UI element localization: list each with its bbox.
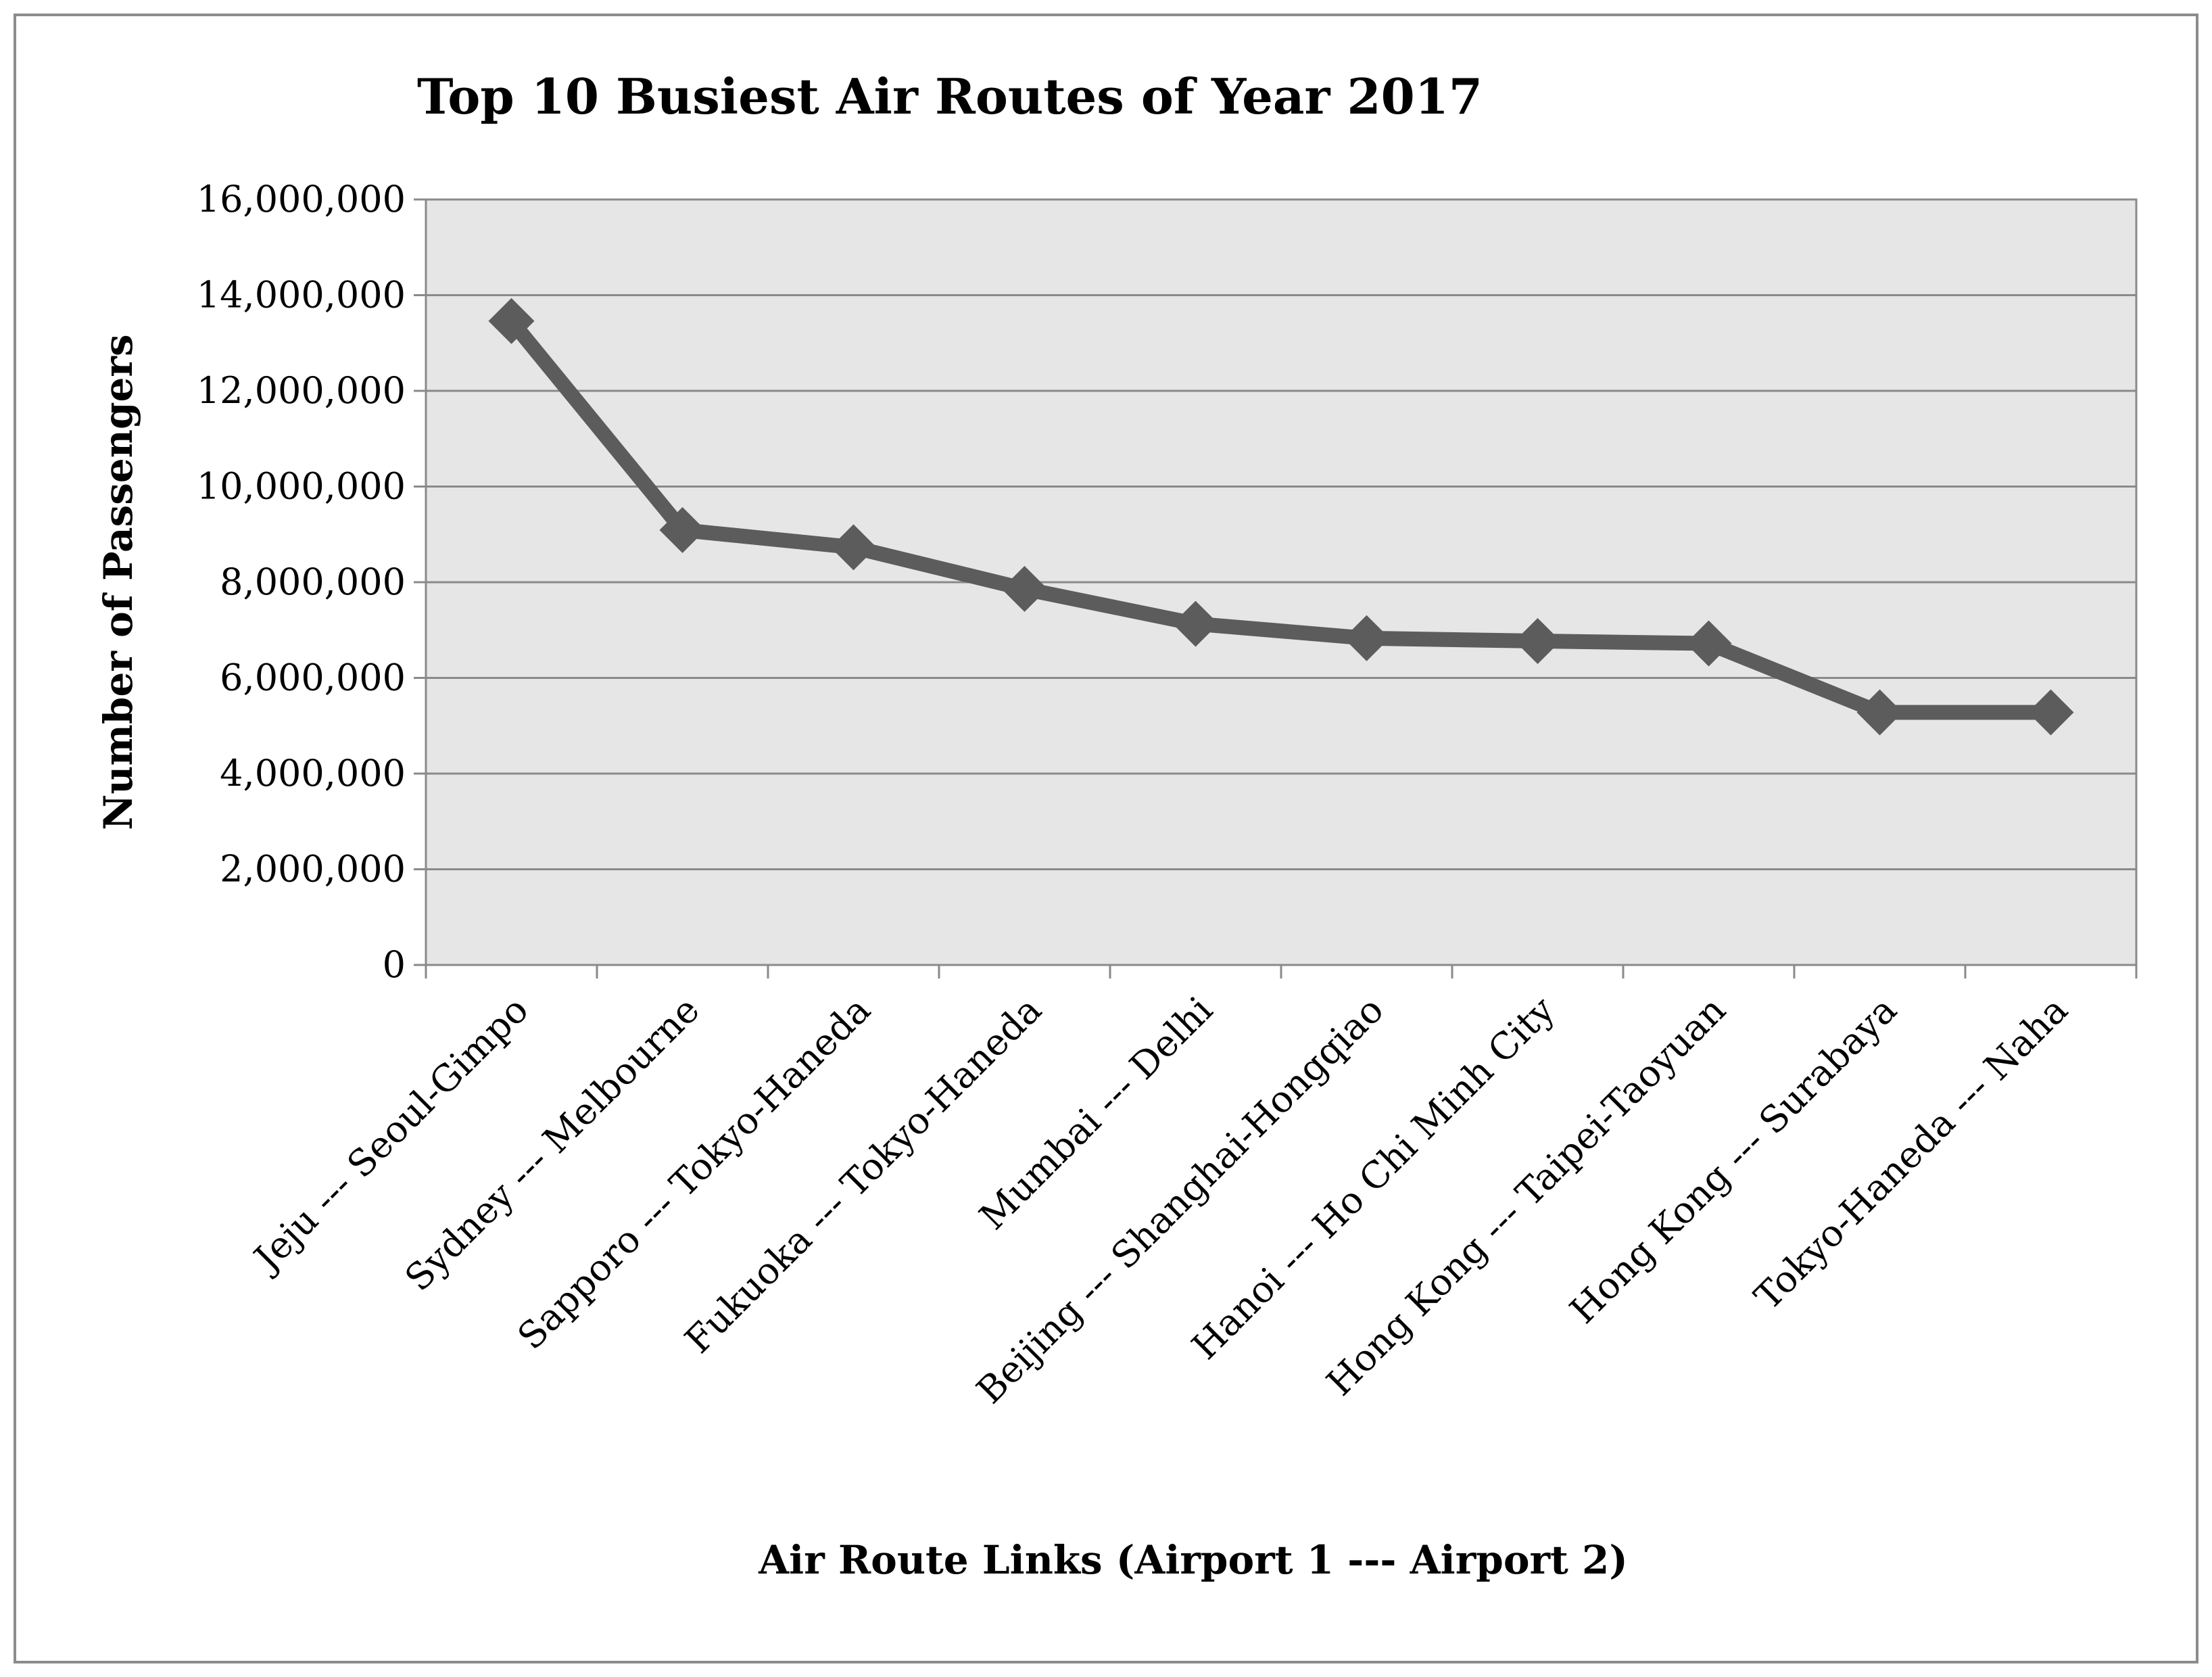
data-point-marker <box>2027 689 2074 736</box>
y-tick-label: 2,000,000 <box>220 848 406 891</box>
data-point-marker <box>1172 600 1219 647</box>
data-point-marker <box>488 298 535 344</box>
y-tick-label: 8,000,000 <box>220 561 406 603</box>
data-point-marker <box>1856 689 1903 736</box>
y-tick-label: 12,000,000 <box>197 369 406 412</box>
y-tick-label: 6,000,000 <box>220 657 406 699</box>
x-tick-label: Sapporo --- Tokyo-Haneda <box>510 989 879 1358</box>
x-axis-label: Air Route Links (Airport 1 --- Airport 2… <box>758 1537 1628 1583</box>
x-tick-label: Jeju --- Seoul-Gimpo <box>243 989 536 1281</box>
y-axis-label: Number of Passengers <box>95 334 141 830</box>
x-tick-label: Tokyo-Haneda --- Naha <box>1746 989 2076 1319</box>
y-tick-label: 16,000,000 <box>197 178 406 220</box>
data-point-marker <box>830 524 877 571</box>
y-tick-label: 14,000,000 <box>197 274 406 316</box>
x-tick-label: Fukuoka --- Tokyo-Haneda <box>677 989 1050 1362</box>
series-line <box>504 313 2059 720</box>
data-point-marker <box>1685 620 1732 667</box>
x-tick-label: Sydney --- Melbourne <box>397 989 708 1300</box>
data-point-marker <box>1343 615 1390 661</box>
x-tick-label: Hong Kong --- Surabaya <box>1562 989 1905 1332</box>
chart-title: Top 10 Busiest Air Routes of Year 2017 <box>417 68 1483 125</box>
data-point-marker <box>1514 618 1561 665</box>
data-point-marker <box>1001 565 1048 612</box>
y-tick-label: 4,000,000 <box>220 752 406 795</box>
gridlines <box>426 198 2136 966</box>
y-axis-tick-labels: 0 2,000,000 4,000,000 6,000,000 8,000,000 10,… <box>197 178 426 986</box>
x-tick-label: Hanoi --- Ho Chi Minh City <box>1184 988 1563 1367</box>
x-axis-ticks <box>425 965 2138 978</box>
data-point-marker <box>659 506 706 553</box>
y-tick-label: 0 <box>383 943 406 986</box>
series-line-layer <box>504 313 2059 720</box>
data-markers <box>488 298 2074 736</box>
y-tick-label: 10,000,000 <box>197 465 406 508</box>
